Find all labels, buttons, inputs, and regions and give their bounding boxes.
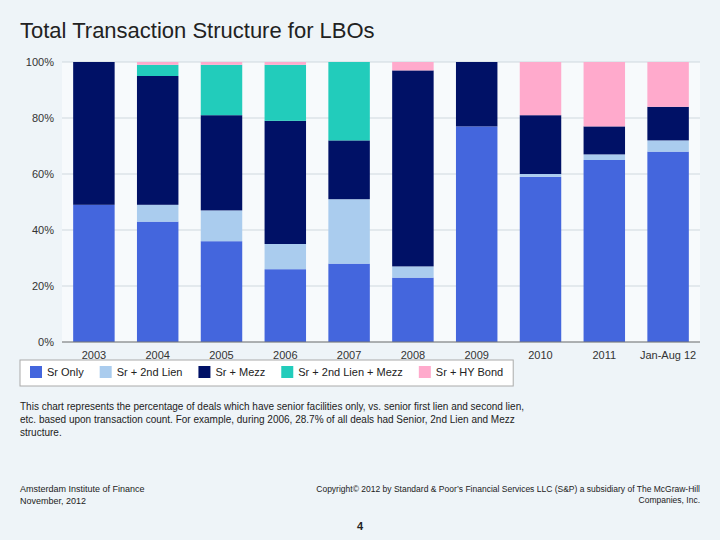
bar-segment [647, 140, 688, 151]
legend-swatch [281, 366, 293, 378]
bar-segment [520, 174, 561, 177]
bar-segment [137, 62, 178, 65]
x-tick-label: 2006 [273, 349, 297, 361]
bars [73, 62, 689, 342]
x-tick-label: 2010 [528, 349, 552, 361]
bar-segment [328, 264, 369, 342]
bar-segment [73, 62, 114, 205]
y-tick-label: 80% [32, 112, 54, 124]
bar-segment [647, 152, 688, 342]
bar-segment [584, 154, 625, 160]
bar-segment [73, 62, 114, 63]
bar-segment [392, 70, 433, 266]
bar-segment [201, 62, 242, 65]
legend: Sr Only Sr + 2nd Lien Sr + Mezz Sr + 2nd Li… [20, 360, 513, 386]
grid [62, 62, 700, 342]
grid-line [62, 342, 700, 343]
bar-segment [584, 62, 625, 126]
y-tick-label: 20% [32, 280, 54, 292]
bar-segment [137, 205, 178, 222]
bar-segment [456, 62, 497, 63]
bar-segment [392, 278, 433, 342]
bar-segment [392, 62, 433, 70]
legend-label: Sr + 2nd Lien + Mezz [298, 366, 403, 378]
bar-segment [137, 76, 178, 205]
x-tick-label: 2009 [464, 349, 488, 361]
bar-segment [265, 62, 306, 65]
bar-segment [73, 205, 114, 342]
y-tick-label: 60% [32, 168, 54, 180]
bar-segment [137, 222, 178, 342]
bar-segment [265, 121, 306, 244]
bar-segment [520, 62, 561, 115]
bar-segment [647, 107, 688, 141]
background [0, 0, 720, 540]
bar-segment [201, 65, 242, 115]
plot-area [62, 62, 700, 342]
legend-frame [20, 360, 513, 386]
y-tick-label: 100% [26, 56, 54, 68]
footer-right: Copyright© 2012 by Standard & Poor’s Fin… [316, 484, 700, 505]
bar-segment [584, 126, 625, 154]
bar-segment [520, 115, 561, 174]
bar-segment [647, 62, 688, 107]
x-tick-label: 2005 [209, 349, 233, 361]
bar-segment [328, 62, 369, 140]
chart: Total Transaction Structure for LBOs 0% 20… [0, 0, 720, 540]
bar-segment [73, 62, 114, 63]
y-tick-label: 0% [38, 336, 54, 348]
x-tick-label: 2007 [337, 349, 361, 361]
bar-segment [201, 115, 242, 210]
legend-label: Sr + Mezz [215, 366, 265, 378]
x-tick-label: 2004 [145, 349, 169, 361]
x-tick-label: 2008 [401, 349, 425, 361]
bar-segment [456, 126, 497, 342]
bar-segment [137, 65, 178, 76]
page-number: 4 [357, 520, 364, 532]
x-tick-label: Jan-Aug 12 [640, 349, 696, 361]
bar-segment [201, 210, 242, 241]
bar-segment [520, 177, 561, 342]
x-tick-label: 2003 [82, 349, 106, 361]
title: Total Transaction Structure for LBOs [20, 18, 375, 43]
bar-segment [456, 62, 497, 63]
x-axis [62, 342, 700, 343]
footer-left: Amsterdam Institute of FinanceNovember, … [20, 484, 145, 506]
x-tick-label: 2011 [592, 349, 616, 361]
bar-segment [328, 199, 369, 263]
bar-segment [456, 62, 497, 126]
legend-label: Sr + 2nd Lien [117, 366, 183, 378]
bar-segment [328, 62, 369, 63]
note: This chart represents the percentage of … [20, 401, 524, 438]
legend-swatch [100, 366, 112, 378]
bar-segment [265, 244, 306, 269]
legend-swatch [419, 366, 431, 378]
bar-segment [265, 65, 306, 121]
bar-segment [392, 266, 433, 277]
bar-segment [265, 269, 306, 342]
legend-label: Sr Only [47, 366, 84, 378]
legend-swatch [198, 366, 210, 378]
bar-segment [584, 160, 625, 342]
bar-segment [328, 140, 369, 199]
legend-label: Sr + HY Bond [436, 366, 503, 378]
y-tick-label: 40% [32, 224, 54, 236]
bar-segment [201, 241, 242, 342]
legend-swatch [30, 366, 42, 378]
